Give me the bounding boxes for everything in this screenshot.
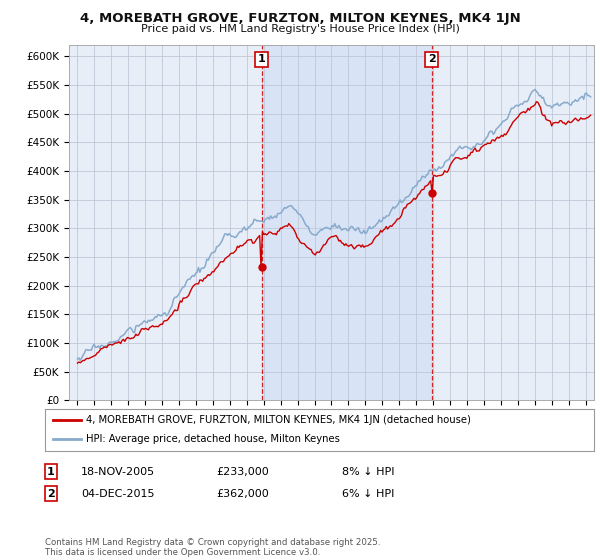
Text: 4, MOREBATH GROVE, FURZTON, MILTON KEYNES, MK4 1JN (detached house): 4, MOREBATH GROVE, FURZTON, MILTON KEYNE… [86,415,471,425]
Text: 18-NOV-2005: 18-NOV-2005 [81,466,155,477]
Text: 6% ↓ HPI: 6% ↓ HPI [342,489,394,499]
Text: £362,000: £362,000 [216,489,269,499]
Text: £233,000: £233,000 [216,466,269,477]
Text: 4, MOREBATH GROVE, FURZTON, MILTON KEYNES, MK4 1JN: 4, MOREBATH GROVE, FURZTON, MILTON KEYNE… [80,12,520,25]
Text: HPI: Average price, detached house, Milton Keynes: HPI: Average price, detached house, Milt… [86,435,340,445]
Text: 04-DEC-2015: 04-DEC-2015 [81,489,155,499]
Text: 8% ↓ HPI: 8% ↓ HPI [342,466,395,477]
Bar [262,45,432,400]
Text: 2: 2 [428,54,436,64]
Text: Contains HM Land Registry data © Crown copyright and database right 2025.
This d: Contains HM Land Registry data © Crown c… [45,538,380,557]
Text: 2: 2 [47,489,55,499]
Text: Price paid vs. HM Land Registry's House Price Index (HPI): Price paid vs. HM Land Registry's House … [140,24,460,34]
Text: 1: 1 [258,54,266,64]
Text: 1: 1 [47,466,55,477]
